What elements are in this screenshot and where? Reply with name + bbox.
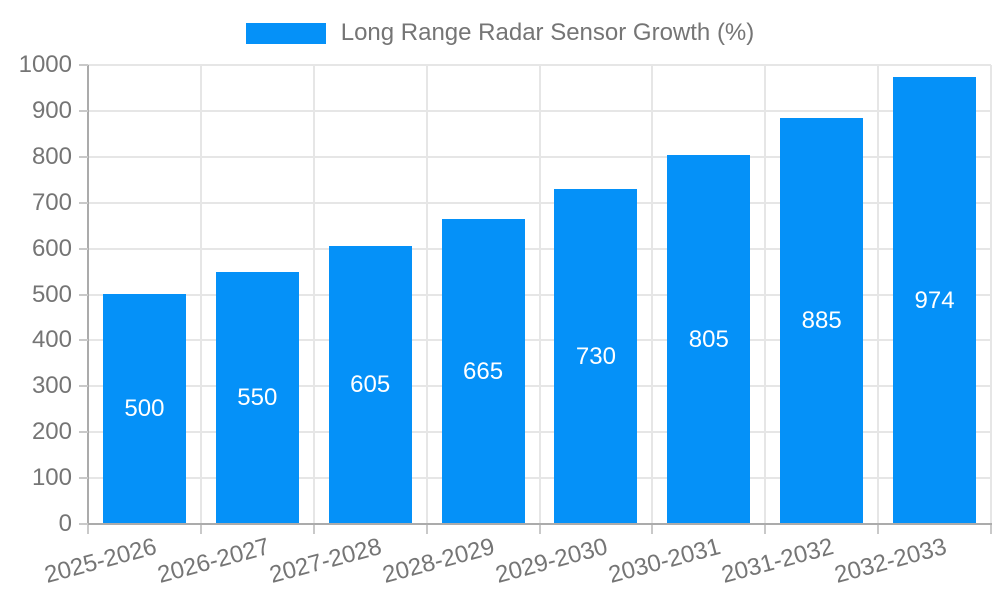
bar[interactable]: 730 <box>554 189 638 524</box>
bar-value-label: 665 <box>463 357 504 385</box>
y-tick-label: 800 <box>31 142 72 170</box>
bar[interactable]: 665 <box>441 219 525 524</box>
x-axis-tick <box>877 525 880 534</box>
y-tick-label: 600 <box>31 234 72 262</box>
x-axis-tick <box>425 525 428 534</box>
x-tick-label: 2027-2028 <box>267 533 385 589</box>
y-axis-tick <box>79 64 88 66</box>
x-axis-tick <box>199 525 202 534</box>
x-tick-label: 2032-2033 <box>831 533 950 589</box>
y-axis-tick <box>79 385 88 388</box>
y-axis-tick <box>79 523 88 525</box>
y-gridline <box>88 431 991 434</box>
legend-swatch <box>245 22 326 44</box>
x-axis-tick <box>538 525 541 534</box>
bar[interactable]: 974 <box>893 77 977 524</box>
x-axis-line <box>88 523 992 525</box>
y-gridline <box>88 201 991 204</box>
x-tick-label: 2029-2030 <box>492 533 611 589</box>
x-axis-tick <box>87 525 89 534</box>
x-axis-tick <box>651 525 654 534</box>
x-tick-label: 2031-2032 <box>718 533 837 589</box>
bar[interactable]: 885 <box>780 118 864 524</box>
legend-label: Long Range Radar Sensor Growth (%) <box>340 19 755 46</box>
y-gridline <box>88 293 991 296</box>
y-axis-tick <box>79 293 88 296</box>
bar[interactable]: 805 <box>667 155 751 524</box>
y-gridline <box>88 247 991 250</box>
y-tick-label: 1000 <box>18 51 72 78</box>
y-gridline <box>88 109 991 112</box>
y-gridline <box>88 477 991 480</box>
x-axis-tick <box>312 525 315 534</box>
bar-value-label: 885 <box>801 307 842 334</box>
x-tick-label: 2026-2027 <box>154 533 273 589</box>
bar[interactable]: 550 <box>215 272 299 524</box>
x-axis-tick <box>990 525 992 534</box>
y-gridline <box>88 339 991 342</box>
bar-value-label: 730 <box>575 342 616 370</box>
y-axis-tick <box>79 247 88 250</box>
y-tick-label: 400 <box>31 326 72 354</box>
x-tick-label: 2028-2029 <box>379 533 498 589</box>
bar-value-label: 605 <box>350 371 391 398</box>
x-tick-label: 2030-2031 <box>605 533 724 589</box>
y-axis-tick <box>79 431 88 434</box>
y-axis-tick <box>79 109 88 112</box>
y-axis-tick <box>79 201 88 204</box>
y-axis-tick <box>79 155 88 158</box>
y-axis-tick <box>79 477 88 480</box>
y-gridline <box>88 385 991 388</box>
bar-value-label: 550 <box>237 384 278 411</box>
y-tick-label: 100 <box>31 464 72 492</box>
bar-value-label: 805 <box>688 325 729 353</box>
x-tick-label: 2025-2026 <box>41 533 160 589</box>
y-gridline <box>88 155 991 158</box>
y-tick-label: 0 <box>58 510 72 537</box>
bar[interactable]: 500 <box>102 294 186 524</box>
y-axis-tick <box>79 339 88 342</box>
chart-legend[interactable]: Long Range Radar Sensor Growth (%) <box>0 21 1000 45</box>
y-gridline <box>88 64 991 66</box>
y-tick-label: 500 <box>31 280 72 308</box>
x-axis-tick <box>764 525 767 534</box>
bar[interactable]: 605 <box>328 246 412 524</box>
plot-area: 500 550 605 665 730 805 885 974 <box>88 64 992 524</box>
y-tick-label: 300 <box>31 372 72 400</box>
x-gridline <box>990 65 992 524</box>
y-tick-label: 700 <box>31 188 72 216</box>
y-axis-line <box>87 65 89 525</box>
y-tick-label: 900 <box>31 96 72 124</box>
bar-value-label: 500 <box>124 395 165 422</box>
y-tick-label: 200 <box>31 418 72 446</box>
bar-value-label: 974 <box>914 286 955 314</box>
